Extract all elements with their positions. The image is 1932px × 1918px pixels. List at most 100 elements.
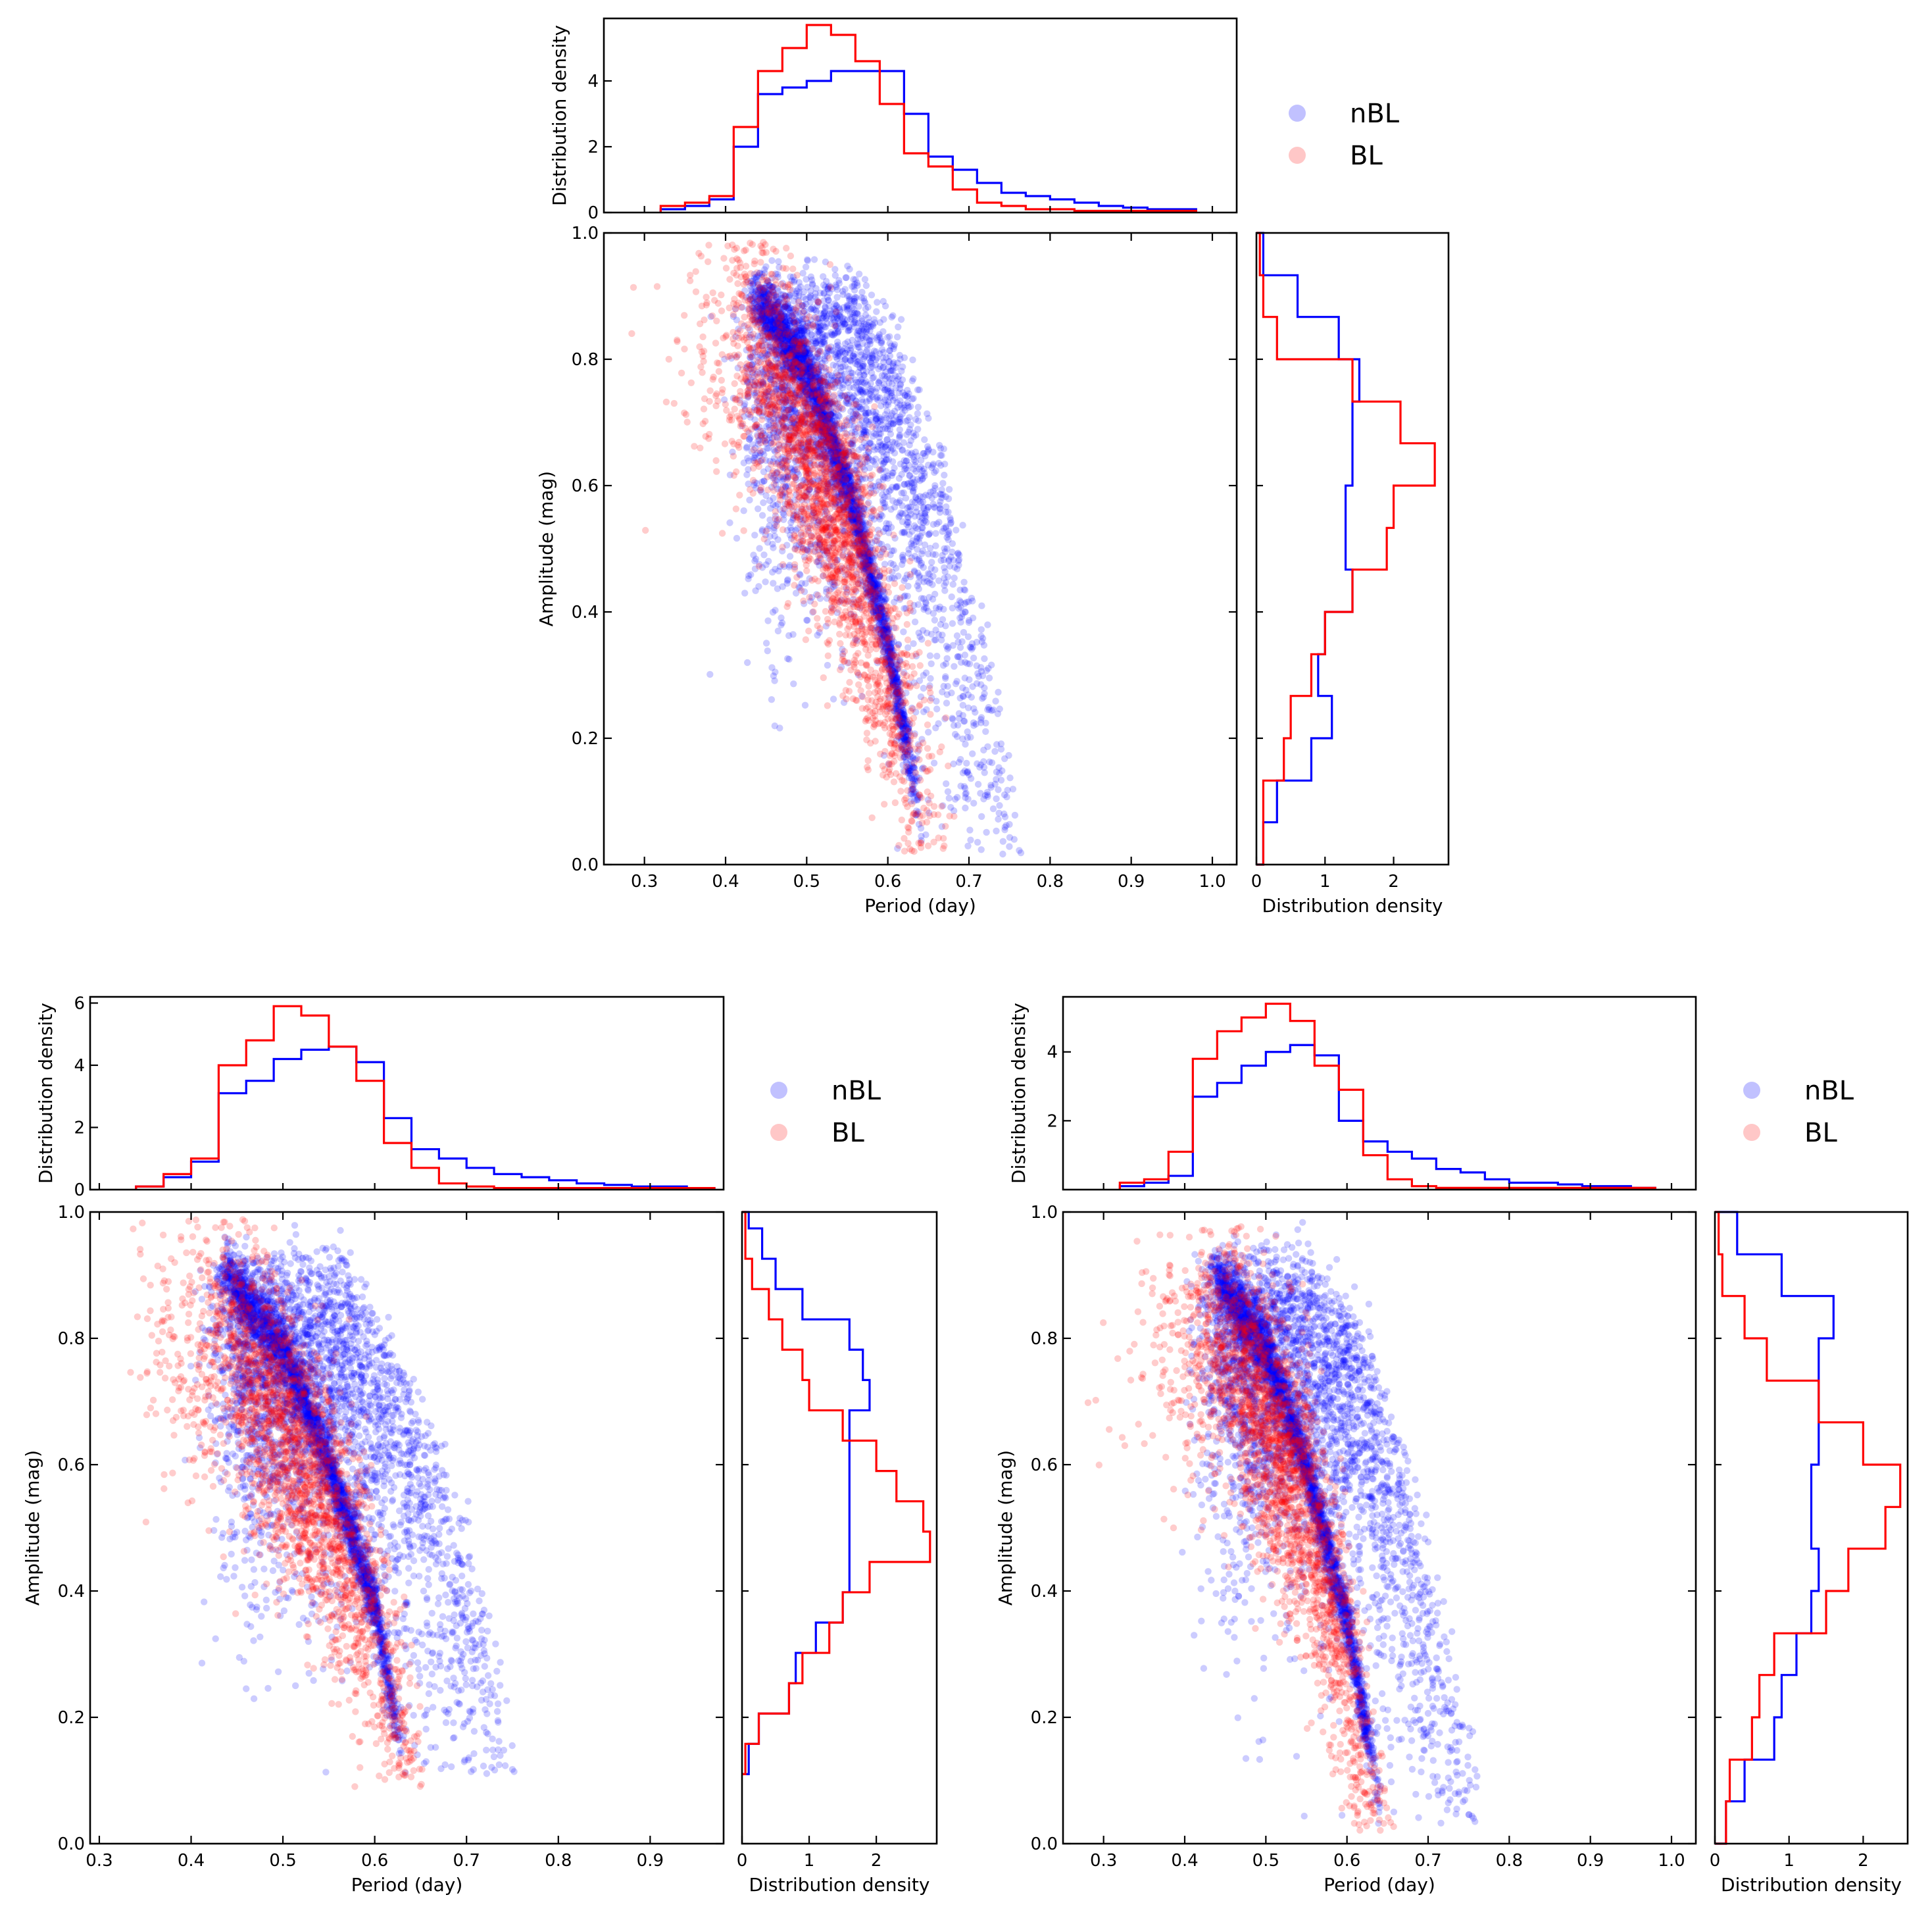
scatter-point [769, 326, 776, 334]
scatter-point [745, 572, 753, 580]
scatter-point [970, 799, 978, 807]
scatter-point [814, 337, 822, 344]
scatter-point [814, 487, 821, 494]
scatter-point [830, 432, 837, 440]
scatter-point [955, 710, 963, 717]
scatter-point [853, 279, 861, 287]
scatter-point [854, 511, 861, 519]
scatter-point [784, 301, 792, 308]
scatter-point [847, 474, 855, 482]
scatter-point [781, 348, 789, 355]
scatter-point [753, 274, 760, 282]
scatter-point [957, 782, 964, 790]
scatter-point [842, 274, 849, 282]
scatter-point [774, 322, 781, 330]
scatter-point [999, 767, 1006, 774]
scatter-point [978, 813, 985, 820]
scatter-point [845, 323, 853, 330]
scatter-point [762, 640, 770, 647]
scatter-point [891, 407, 899, 415]
scatter-point [858, 322, 865, 330]
scatter-point [983, 667, 990, 674]
scatter-point [999, 850, 1006, 858]
scatter-point [835, 413, 843, 420]
scatter-point [831, 480, 839, 488]
scatter-point [796, 340, 804, 347]
scatter-point [949, 540, 956, 547]
scatter-point [760, 499, 767, 507]
scatter-point [993, 795, 1000, 803]
scatter-point [875, 378, 883, 386]
scatter-point [962, 609, 969, 616]
scatter-point [869, 386, 876, 393]
series-nbl-points [706, 256, 1025, 858]
scatter-point [886, 352, 894, 360]
scatter-point [891, 705, 899, 712]
scatter-point [941, 587, 949, 594]
scatter-point [939, 480, 947, 487]
scatter-point [789, 287, 797, 294]
scatter-point [904, 504, 911, 511]
scatter-point [830, 583, 837, 591]
scatter-point [893, 499, 901, 506]
scatter-point [750, 551, 757, 559]
scatter-point [777, 376, 785, 384]
scatter-point [814, 378, 821, 385]
scatter-point [915, 585, 923, 593]
scatter-point [851, 316, 858, 324]
scatter-point [809, 609, 816, 616]
scatter-point [776, 724, 783, 732]
scatter-point [760, 551, 768, 559]
scatter-point [947, 515, 954, 522]
scatter-point [932, 542, 939, 549]
scatter-point [900, 489, 907, 497]
scatter-point [804, 256, 811, 263]
scatter-point [808, 373, 815, 380]
scatter-point [840, 699, 848, 706]
scatter-point [895, 323, 902, 331]
scatter-point [824, 532, 832, 539]
scatter-point [897, 699, 904, 706]
scatter-point [945, 536, 952, 543]
scatter-point [751, 557, 758, 565]
scatter-point [764, 415, 772, 422]
scatter-point [945, 528, 953, 535]
scatter-point [789, 343, 797, 351]
scatter-point [875, 592, 882, 600]
scatter-point [920, 449, 927, 457]
scatter-point [969, 750, 976, 757]
scatter-point [972, 709, 979, 716]
scatter-point [900, 730, 907, 738]
scatter-point [792, 356, 799, 363]
scatter-point [766, 328, 773, 336]
scatter-point [831, 418, 839, 425]
scatter-point [800, 386, 807, 393]
scatter-point [827, 458, 835, 466]
scatter-point [854, 282, 861, 289]
scatter-point [985, 706, 993, 713]
scatter-point [920, 684, 928, 692]
scatter-point [888, 675, 895, 682]
scatter-point [964, 660, 971, 667]
scatter-point [995, 815, 1002, 823]
scatter-point [741, 590, 749, 597]
scatter-point [773, 364, 781, 371]
scatter-point [850, 595, 857, 603]
scatter-point [874, 608, 881, 615]
scatter-point [993, 776, 1000, 783]
scatter-point [784, 340, 791, 347]
scatter-point [733, 534, 741, 542]
scatter-point [790, 511, 797, 518]
scatter-point [974, 838, 981, 846]
scatter-point [810, 410, 817, 417]
scatter-point [770, 304, 778, 311]
scatter-point [896, 351, 904, 359]
scatter-point [965, 618, 973, 626]
scatter-point [987, 784, 995, 791]
scatter-point [931, 636, 938, 644]
scatter-point [880, 618, 888, 625]
scatter-point [802, 370, 809, 378]
scatter-point [810, 405, 818, 412]
scatter-point [943, 691, 951, 698]
scatter-point [995, 786, 1002, 794]
